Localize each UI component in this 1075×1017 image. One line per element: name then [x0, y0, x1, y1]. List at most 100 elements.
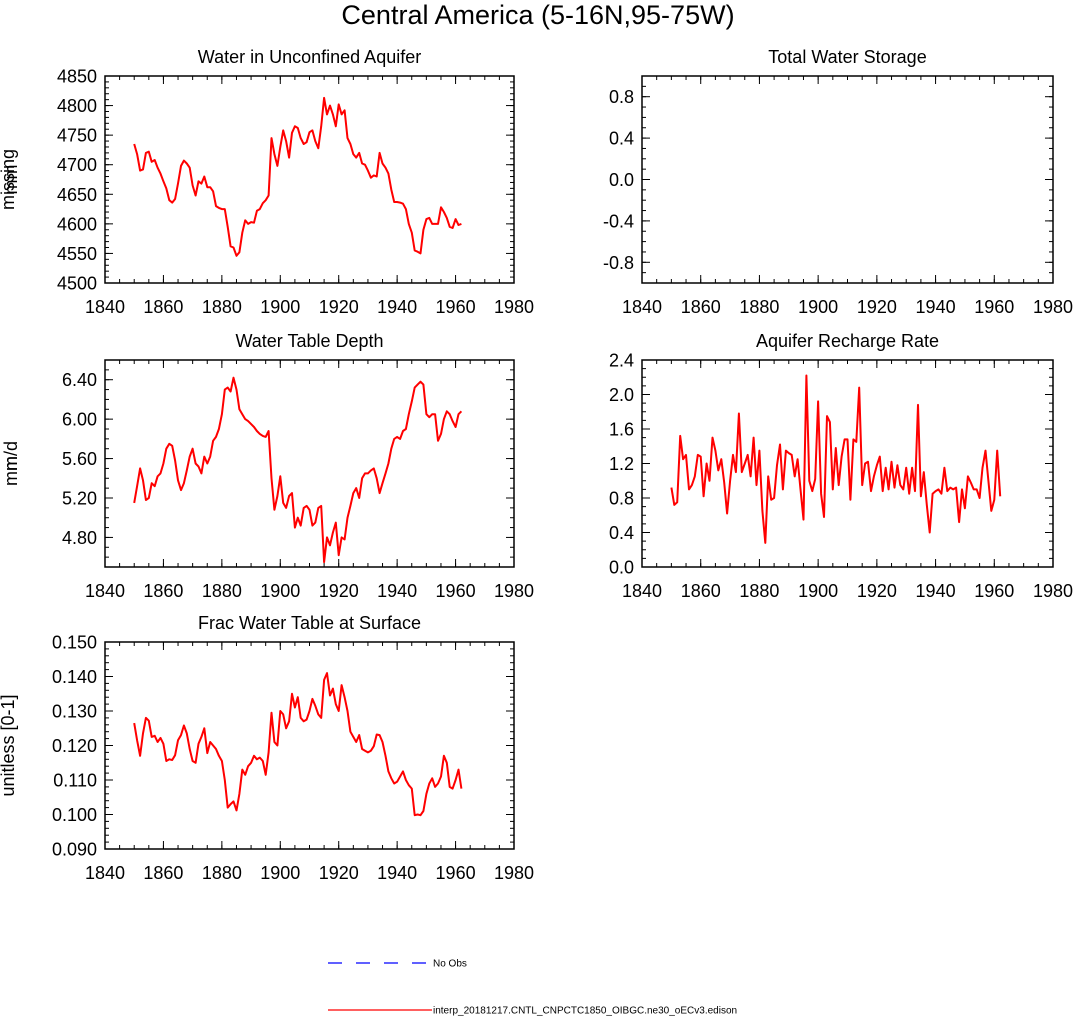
y-tick-label: 2.0	[609, 385, 634, 405]
y-tick-label: 0.0	[609, 558, 634, 578]
y-tick-label: 6.00	[62, 410, 97, 430]
y-tick-label: 4650	[57, 185, 97, 205]
x-tick-label: 1940	[377, 863, 417, 883]
y-axis-label: mm/d	[1, 441, 21, 486]
y-axis-label: mm	[1, 165, 21, 195]
panel-title: Total Water Storage	[768, 47, 926, 67]
y-tick-label: 0.4	[609, 129, 634, 149]
y-tick-label: 4850	[57, 67, 97, 87]
y-tick-label: -0.8	[603, 253, 634, 273]
y-tick-label: 0.8	[609, 87, 634, 107]
panel-title: Aquifer Recharge Rate	[756, 331, 939, 351]
y-tick-label: 5.20	[62, 489, 97, 509]
x-tick-label: 1880	[739, 297, 779, 317]
y-tick-label: 0.120	[52, 736, 97, 756]
y-tick-label: 4700	[57, 155, 97, 175]
y-tick-label: 0.110	[53, 771, 97, 791]
plot-frame	[104, 75, 515, 284]
x-tick-label: 1900	[260, 863, 300, 883]
x-tick-label: 1860	[143, 297, 183, 317]
plot-frame	[104, 641, 515, 850]
x-tick-label: 1840	[85, 297, 125, 317]
tick-marks	[104, 641, 515, 850]
x-tick-label: 1960	[974, 297, 1014, 317]
chart-panel-p2: Total Water Storage 1840 1860 1880 1900 1920 1…	[0, 47, 1073, 317]
panel-title: Frac Water Table at Surface	[198, 613, 421, 633]
x-tick-label: 1960	[436, 863, 476, 883]
chart-panel-p4: Aquifer Recharge Rate 1840 1860 1880 1900 192…	[1, 331, 1073, 601]
plot-frame	[104, 359, 515, 568]
x-tick-label: 1960	[436, 297, 476, 317]
y-tick-label: 0.0	[609, 170, 634, 190]
x-tick-label: 1860	[143, 863, 183, 883]
x-tick-label: 1920	[857, 297, 897, 317]
tick-marks	[641, 359, 1054, 568]
tick-marks	[104, 359, 515, 568]
x-tick-label: 1840	[622, 581, 662, 601]
x-tick-label: 1920	[319, 581, 359, 601]
x-tick-label: 1840	[622, 297, 662, 317]
series-line-p4-0	[670, 374, 1002, 544]
y-tick-label: 4.80	[62, 528, 97, 548]
x-tick-label: 1900	[260, 297, 300, 317]
plot-panels: Water in Unconfined Aquifer 1840 1860 1880 1…	[0, 47, 1073, 883]
y-tick-label: 4800	[57, 96, 97, 116]
x-tick-label: 1900	[798, 297, 838, 317]
x-tick-label: 1860	[681, 581, 721, 601]
x-tick-label: 1960	[436, 581, 476, 601]
panel-title: Water in Unconfined Aquifer	[198, 47, 421, 67]
chart-panel-p3: Water Table Depth 1840 1860 1880 1900 1920 194…	[1, 331, 534, 601]
x-tick-label: 1940	[916, 581, 956, 601]
figure-title: Central America (5-16N,95-75W)	[341, 0, 734, 30]
y-tick-label: 4550	[57, 244, 97, 264]
y-tick-label: -0.4	[603, 211, 634, 231]
x-tick-label: 1940	[377, 581, 417, 601]
chart-panel-p5: Frac Water Table at Surface 1840 1860 1880 1…	[0, 613, 534, 883]
panel-title: Water Table Depth	[235, 331, 383, 351]
y-tick-label: 0.150	[52, 633, 97, 653]
x-tick-label: 1860	[681, 297, 721, 317]
tick-marks	[641, 75, 1054, 284]
x-tick-label: 1900	[798, 581, 838, 601]
legend: No Obs interp_20181217.CNTL_CNPCTC1850_O…	[328, 959, 737, 1017]
legend-label-model: interp_20181217.CNTL_CNPCTC1850_OIBGC.ne…	[433, 1006, 737, 1017]
x-tick-label: 1840	[85, 863, 125, 883]
y-tick-label: 0.8	[609, 489, 634, 509]
tick-marks	[104, 75, 515, 284]
y-tick-label: 2.4	[609, 351, 634, 371]
y-tick-label: 1.6	[609, 420, 634, 440]
x-tick-label: 1980	[494, 297, 534, 317]
x-tick-label: 1940	[377, 297, 417, 317]
y-tick-label: 5.60	[62, 449, 97, 469]
plot-frame	[641, 75, 1054, 284]
y-tick-label: 0.140	[52, 667, 97, 687]
y-tick-label: 4600	[57, 214, 97, 234]
series-line-p3-0	[133, 376, 463, 564]
x-tick-label: 1980	[494, 581, 534, 601]
y-tick-label: 4500	[57, 274, 97, 294]
y-axis-label: m	[1, 456, 21, 471]
x-tick-label: 1900	[260, 581, 300, 601]
y-tick-label: 0.100	[52, 805, 97, 825]
series-line-p1-0	[133, 96, 462, 257]
x-tick-label: 1920	[319, 863, 359, 883]
x-tick-label: 1980	[494, 863, 534, 883]
x-tick-label: 1920	[857, 581, 897, 601]
x-tick-label: 1880	[202, 297, 242, 317]
y-tick-label: 0.090	[52, 840, 97, 860]
y-tick-label: 1.2	[609, 454, 634, 474]
x-tick-label: 1880	[202, 581, 242, 601]
y-axis-label: missing	[0, 149, 18, 210]
x-tick-label: 1860	[143, 581, 183, 601]
x-tick-label: 1880	[202, 863, 242, 883]
legend-label-no-obs: No Obs	[433, 959, 467, 970]
y-tick-label: 6.40	[62, 370, 97, 390]
x-tick-label: 1960	[974, 581, 1014, 601]
x-tick-label: 1940	[916, 297, 956, 317]
x-tick-label: 1840	[85, 581, 125, 601]
y-tick-label: 0.130	[52, 702, 97, 722]
y-tick-label: 0.4	[609, 523, 634, 543]
x-tick-label: 1880	[739, 581, 779, 601]
x-tick-label: 1980	[1033, 297, 1073, 317]
